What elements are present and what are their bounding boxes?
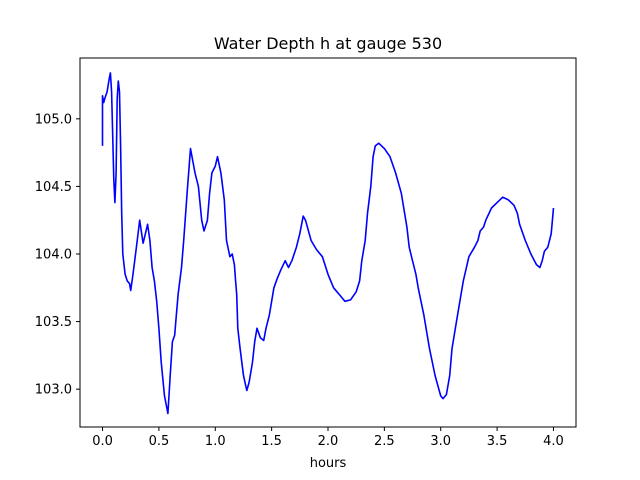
y-axis-ticks: 103.0 103.5 104.0 104.5 105.0 — [35, 112, 80, 398]
x-axis-ticks: 0.0 0.5 1.0 1.5 2.0 2.5 3.0 3.5 4.0 — [92, 427, 564, 449]
series-line — [101, 72, 555, 415]
x-tick-label: 3.5 — [487, 434, 508, 449]
chart-title: Water Depth h at gauge 530 — [214, 34, 442, 53]
x-tick-label: 1.0 — [205, 434, 226, 449]
x-tick-label: 0.0 — [92, 434, 113, 449]
x-tick-label: 2.0 — [318, 434, 339, 449]
plot-frame — [79, 57, 577, 428]
y-tick-label: 105.0 — [35, 112, 72, 127]
x-tick-label: 4.0 — [543, 434, 564, 449]
x-tick-label: 1.5 — [261, 434, 282, 449]
y-tick-label: 103.0 — [35, 383, 72, 398]
series-group — [101, 72, 555, 415]
x-tick-label: 0.5 — [149, 434, 170, 449]
x-tick-label: 2.5 — [374, 434, 395, 449]
x-axis-label: hours — [310, 456, 347, 471]
y-tick-label: 104.0 — [35, 247, 72, 262]
x-tick-label: 3.0 — [430, 434, 451, 449]
y-tick-label: 104.5 — [35, 180, 72, 195]
y-tick-label: 103.5 — [35, 315, 72, 330]
